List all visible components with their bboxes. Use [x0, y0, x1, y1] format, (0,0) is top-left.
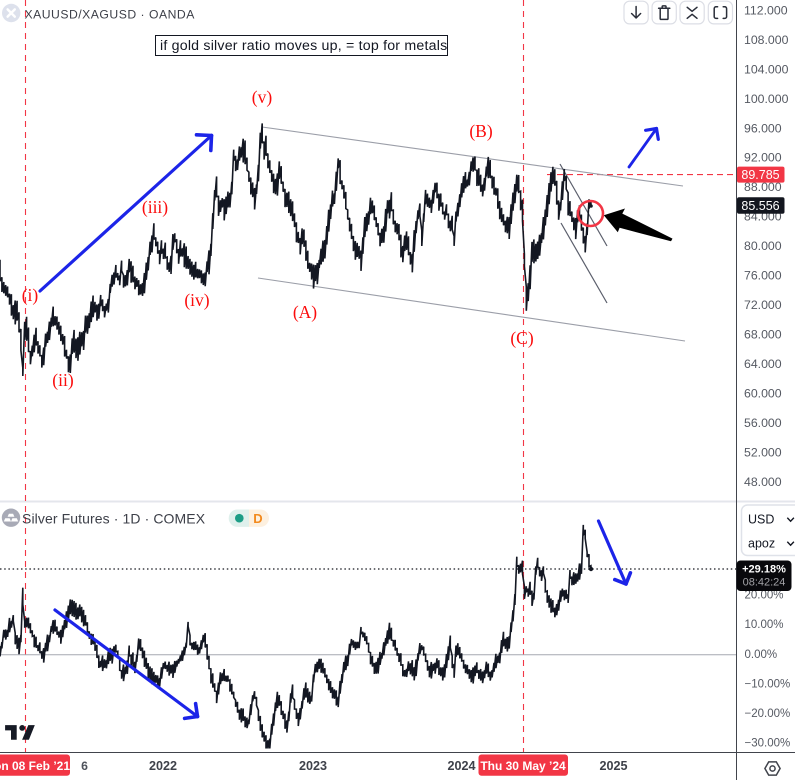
- svg-text:56.000: 56.000: [744, 416, 782, 430]
- svg-text:48.000: 48.000: [744, 475, 782, 489]
- svg-text:D: D: [253, 511, 262, 526]
- svg-text:2024: 2024: [447, 759, 475, 773]
- svg-text:108.000: 108.000: [744, 33, 789, 47]
- svg-text:−20.00%: −20.00%: [745, 708, 791, 720]
- svg-text:(iv): (iv): [184, 290, 209, 310]
- svg-text:112.000: 112.000: [744, 3, 788, 17]
- svg-text:60.000: 60.000: [744, 387, 782, 401]
- svg-text:(C): (C): [510, 328, 534, 348]
- svg-text:08:42:24: 08:42:24: [743, 577, 786, 589]
- svg-text:2025: 2025: [599, 759, 627, 773]
- svg-text:89.785: 89.785: [741, 168, 779, 182]
- svg-text:76.000: 76.000: [744, 269, 782, 283]
- svg-text:+29.18%: +29.18%: [742, 564, 786, 576]
- svg-text:(iii): (iii): [142, 197, 168, 217]
- svg-text:96.000: 96.000: [744, 121, 782, 135]
- svg-text:apoz: apoz: [748, 537, 775, 551]
- svg-text:52.000: 52.000: [744, 446, 782, 460]
- svg-text:(B): (B): [469, 121, 493, 141]
- svg-text:Thu 30 May ’24: Thu 30 May ’24: [480, 759, 566, 773]
- svg-text:64.000: 64.000: [744, 357, 782, 371]
- svg-text:68.000: 68.000: [744, 328, 782, 342]
- svg-text:10.00%: 10.00%: [745, 619, 784, 631]
- svg-text:if gold silver ratio moves up,: if gold silver ratio moves up, = top for…: [160, 38, 447, 54]
- svg-text:2022: 2022: [149, 759, 177, 773]
- svg-text:Silver Futures · 1D · COMEX: Silver Futures · 1D · COMEX: [22, 511, 206, 527]
- svg-text:88.000: 88.000: [744, 180, 782, 194]
- svg-text:104.000: 104.000: [744, 62, 789, 76]
- svg-text:72.000: 72.000: [744, 298, 782, 312]
- svg-text:−10.00%: −10.00%: [745, 678, 791, 690]
- svg-text:0.00%: 0.00%: [745, 649, 778, 661]
- svg-text:(i): (i): [22, 285, 39, 305]
- svg-text:6: 6: [81, 759, 88, 773]
- svg-text:−30.00%: −30.00%: [745, 738, 791, 750]
- svg-text:on 08 Feb ’21: on 08 Feb ’21: [0, 759, 70, 773]
- svg-text:(v): (v): [252, 87, 273, 107]
- svg-text:80.000: 80.000: [744, 239, 782, 253]
- svg-text:92.000: 92.000: [744, 151, 782, 165]
- svg-text:(A): (A): [293, 302, 317, 322]
- svg-text:85.556: 85.556: [741, 199, 779, 213]
- svg-text:100.000: 100.000: [744, 92, 789, 106]
- svg-text:2023: 2023: [299, 759, 327, 773]
- svg-text:(ii): (ii): [52, 370, 74, 390]
- svg-text:20.00%: 20.00%: [745, 590, 784, 602]
- svg-text:USD: USD: [748, 513, 774, 527]
- svg-text:XAUUSD/XAGUSD · OANDA: XAUUSD/XAGUSD · OANDA: [25, 8, 196, 22]
